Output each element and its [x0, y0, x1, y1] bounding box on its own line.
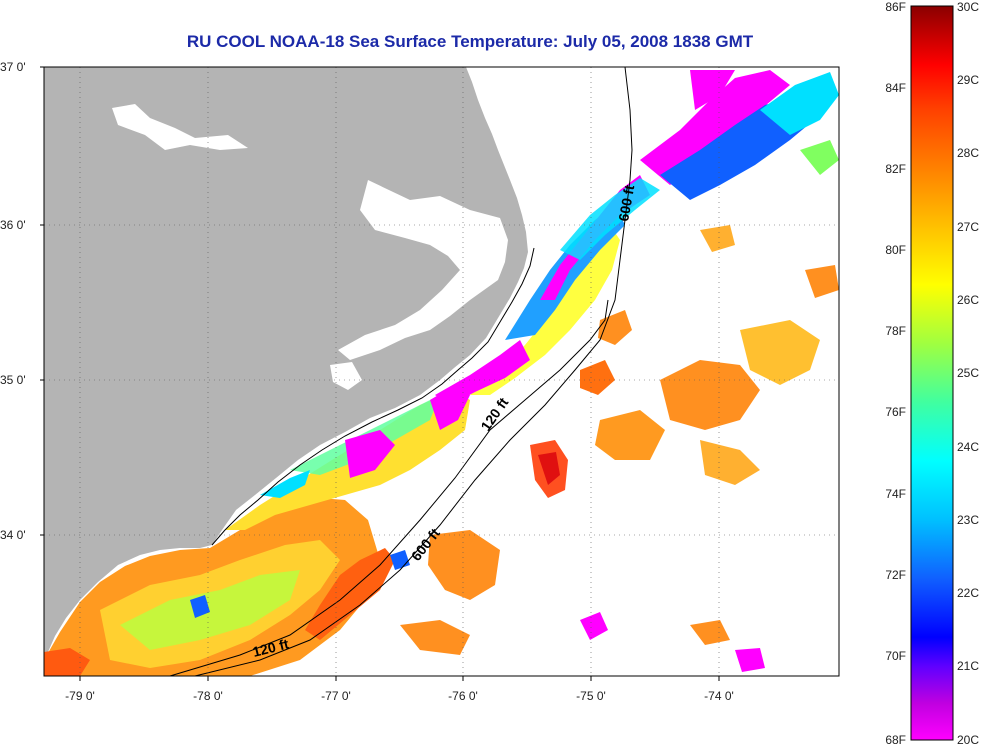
fahrenheit-tick: 74F — [885, 487, 906, 501]
coastline — [211, 247, 535, 546]
lon-label: -75 0' — [576, 689, 606, 703]
sst-data — [44, 70, 839, 676]
lat-label: 36 0' — [0, 218, 26, 232]
colorbar — [910, 5, 954, 741]
pamlico-sound — [338, 180, 508, 360]
celsius-tick: 29C — [957, 73, 979, 87]
map-frame — [40, 66, 840, 681]
lon-label: -76 0' — [448, 689, 478, 703]
lon-label: -74 0' — [704, 689, 734, 703]
fahrenheit-tick: 68F — [885, 733, 906, 747]
lat-label: 35 0' — [0, 373, 26, 387]
fahrenheit-tick: 84F — [885, 81, 906, 95]
celsius-tick: 25C — [957, 366, 979, 380]
colorbar-celsius-labels: 30C 29C 28C 27C 26C 25C 24C 23C 22C 21C … — [957, 0, 979, 747]
celsius-tick: 26C — [957, 293, 979, 307]
celsius-tick: 24C — [957, 440, 979, 454]
colorbar-fahrenheit-labels: 86F 84F 82F 80F 78F 76F 74F 72F 70F 68F — [885, 0, 906, 747]
map-title: RU COOL NOAA-18 Sea Surface Temperature:… — [186, 32, 754, 51]
axis-ticks — [40, 66, 720, 681]
fahrenheit-tick: 82F — [885, 162, 906, 176]
celsius-tick: 28C — [957, 146, 979, 160]
lon-label: -78 0' — [193, 689, 223, 703]
contour-label-600ft-north: 600 ft — [615, 183, 637, 222]
fahrenheit-tick: 78F — [885, 324, 906, 338]
lat-label: 34 0' — [0, 528, 26, 542]
fahrenheit-tick: 70F — [885, 649, 906, 663]
lon-label: -77 0' — [321, 689, 351, 703]
fahrenheit-tick: 86F — [885, 0, 906, 14]
isobath-120ft — [169, 299, 609, 677]
celsius-tick: 30C — [957, 0, 979, 14]
fahrenheit-tick: 72F — [885, 568, 906, 582]
fahrenheit-tick: 80F — [885, 243, 906, 257]
inlet — [330, 362, 362, 390]
lat-label: 37 0' — [0, 60, 26, 74]
celsius-tick: 23C — [957, 513, 979, 527]
celsius-tick: 20C — [957, 733, 979, 747]
isobath-600ft — [194, 66, 633, 677]
celsius-tick: 27C — [957, 220, 979, 234]
celsius-tick: 22C — [957, 586, 979, 600]
lon-label: -79 0' — [65, 689, 95, 703]
albemarle-sound — [112, 104, 248, 150]
fahrenheit-tick: 76F — [885, 405, 906, 419]
celsius-tick: 21C — [957, 659, 979, 673]
